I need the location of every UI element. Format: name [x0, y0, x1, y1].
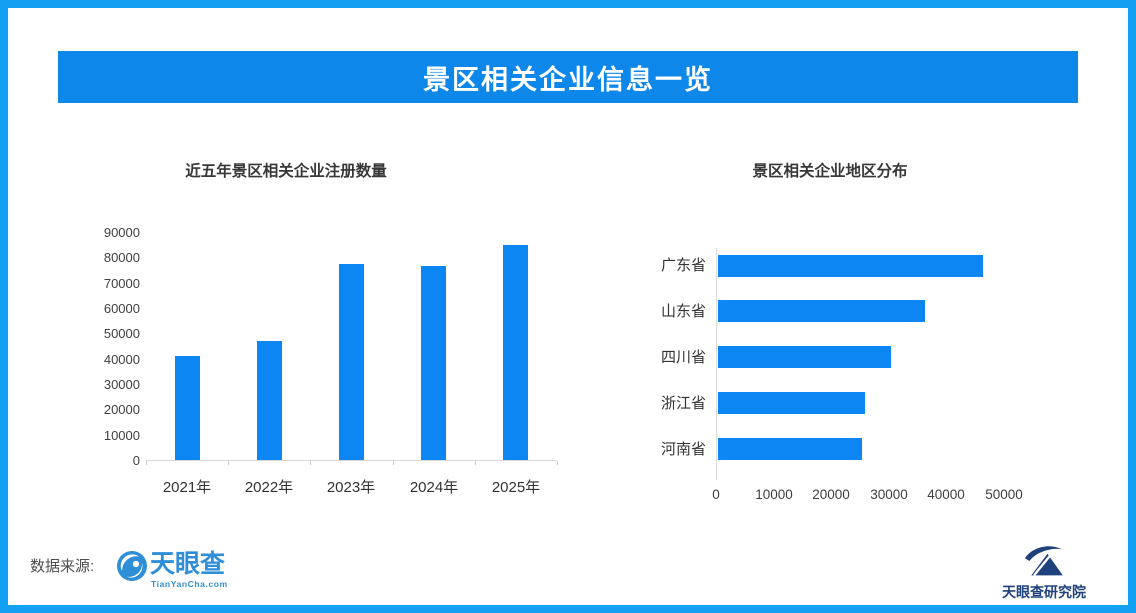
regions-chart-title: 景区相关企业地区分布 — [752, 163, 908, 180]
y-axis-tick-label: 70000 — [103, 276, 140, 291]
y-axis-tick-label: 50000 — [103, 326, 140, 341]
y-axis-tick-label: 30000 — [103, 377, 140, 392]
category-label-山东省: 山东省 — [660, 303, 706, 320]
tianyancha-domain: TianYanCha.com — [151, 579, 228, 589]
tianyancha-logo: 天眼查 TianYanCha.com — [117, 551, 247, 597]
bar-河南省 — [718, 438, 862, 460]
category-label-广东省: 广东省 — [660, 257, 706, 274]
x-axis-tick — [310, 461, 311, 465]
tianyancha-wordmark: 天眼查 — [150, 550, 226, 578]
y-axis-tick-label: 40000 — [103, 352, 140, 367]
regions-category-labels: 广东省山东省四川省浙江省河南省 — [608, 248, 706, 480]
x-axis-tick-label: 10000 — [755, 487, 793, 502]
regions-plot — [716, 248, 1048, 480]
y-axis-tick-label: 0 — [132, 453, 140, 468]
mountain-swoosh-icon — [1025, 546, 1063, 577]
x-axis-category-label: 2023年 — [326, 479, 376, 496]
x-axis-tick — [393, 461, 394, 465]
bar-2023年 — [339, 264, 364, 460]
x-axis-category-label: 2025年 — [491, 479, 541, 496]
bar-浙江省 — [718, 392, 865, 414]
category-label-河南省: 河南省 — [660, 441, 706, 458]
registrations-plot — [146, 233, 558, 465]
bar-2024年 — [421, 266, 447, 460]
registrations-x-axis-labels: 2021年 2022年 2023年 2024年 2025年 — [146, 478, 557, 498]
x-axis-tick-label: 20000 — [812, 487, 850, 502]
x-axis-tick-label: 0 — [712, 487, 720, 502]
y-axis-tick-label: 10000 — [103, 428, 140, 443]
y-axis-tick-label: 90000 — [103, 225, 140, 240]
category-label-浙江省: 浙江省 — [660, 395, 706, 412]
x-axis-category-label: 2022年 — [244, 479, 294, 496]
y-axis-tick-label: 80000 — [103, 250, 140, 265]
bar-2025年 — [503, 245, 529, 460]
research-institute-wordmark: 天眼查研究院 — [1002, 584, 1086, 600]
x-axis-tick — [228, 461, 229, 465]
y-axis-tick-label: 60000 — [103, 301, 140, 316]
bar-四川省 — [718, 346, 891, 368]
category-label-四川省: 四川省 — [660, 349, 706, 366]
y-axis-tick-label: 20000 — [103, 402, 140, 417]
x-axis-tick — [146, 461, 147, 465]
registrations-chart-title: 近五年景区相关企业注册数量 — [185, 163, 387, 180]
registrations-y-axis-labels: 0 10000 20000 30000 40000 50000 60000 70000 8000… — [60, 225, 140, 468]
bar-2021年 — [174, 356, 200, 460]
bar-2022年 — [256, 341, 282, 460]
page-title: 景区相关企业信息一览 — [423, 64, 713, 95]
research-institute-logo: 天眼查研究院 — [993, 541, 1095, 600]
x-axis-category-label: 2024年 — [409, 479, 459, 496]
data-source-label: 数据来源: — [30, 558, 95, 575]
x-axis-tick-label: 30000 — [870, 487, 908, 502]
regions-x-axis-labels: 0 10000 20000 30000 40000 50000 — [712, 486, 1076, 504]
x-axis-tick — [475, 461, 476, 465]
x-axis-tick-label: 50000 — [985, 487, 1023, 502]
bar-广东省 — [718, 255, 983, 277]
title-banner: 景区相关企业信息一览 — [58, 51, 1078, 103]
x-axis-tick-label: 40000 — [927, 487, 965, 502]
x-axis-tick — [557, 461, 558, 465]
x-axis-category-label: 2021年 — [162, 479, 212, 496]
tianyancha-eye-icon — [117, 551, 147, 581]
bar-山东省 — [718, 300, 925, 322]
